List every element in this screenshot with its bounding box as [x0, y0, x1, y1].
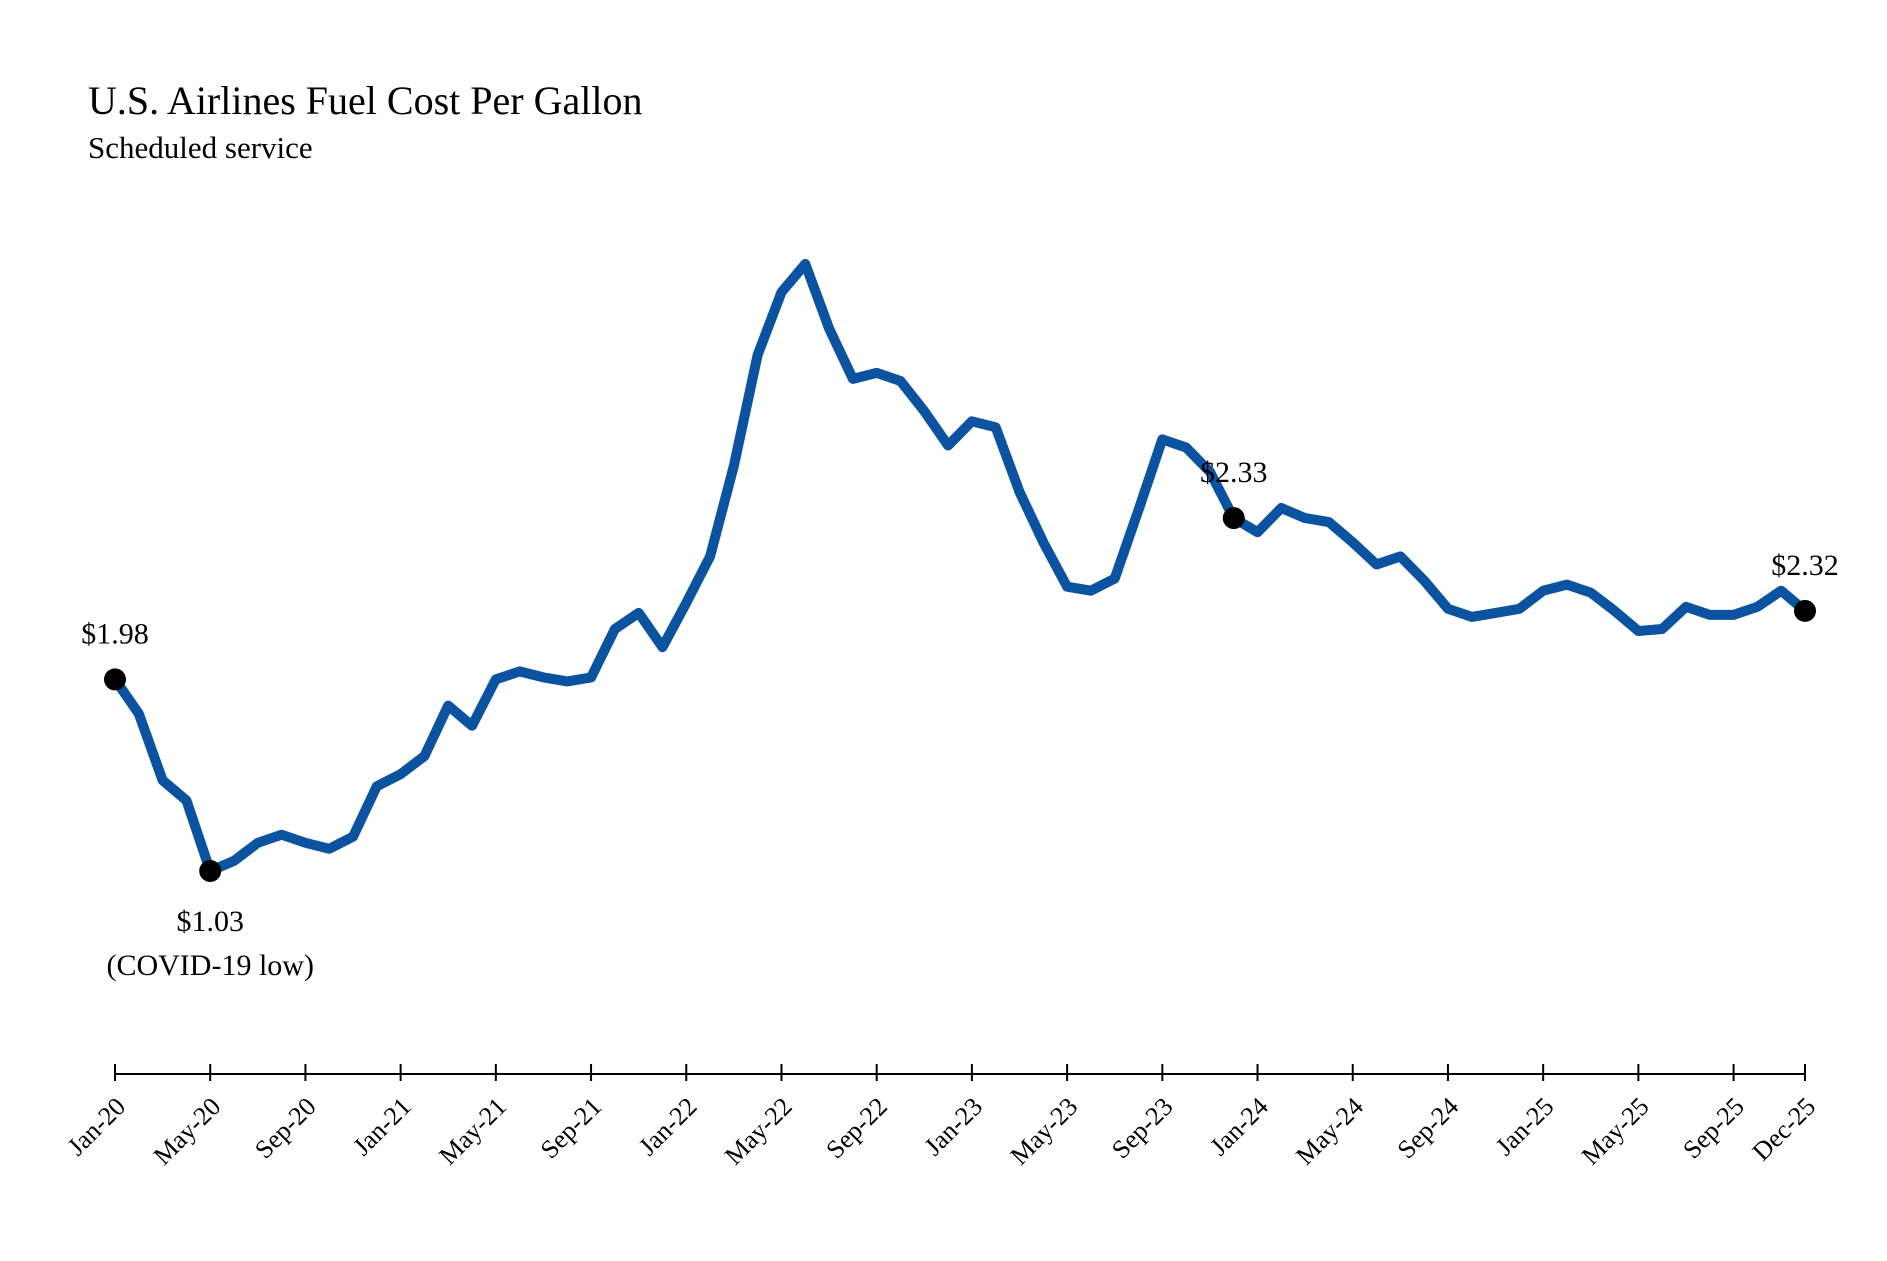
annotation-label: $2.33 [1200, 456, 1268, 489]
chart-subtitle: Scheduled service [88, 130, 313, 165]
annotation-label: $1.98 [81, 617, 149, 650]
highlight-point [199, 860, 222, 882]
data-line [110, 259, 1810, 876]
highlight-point [1222, 507, 1245, 530]
chart-title: U.S. Airlines Fuel Cost Per Gallon [88, 78, 642, 123]
annotation-label: $1.03 [176, 905, 244, 938]
annotation-note: (COVID-19 low) [106, 949, 313, 982]
highlight-point [1794, 599, 1816, 622]
annotation-label: $2.32 [1771, 549, 1839, 582]
highlight-point [104, 668, 126, 691]
